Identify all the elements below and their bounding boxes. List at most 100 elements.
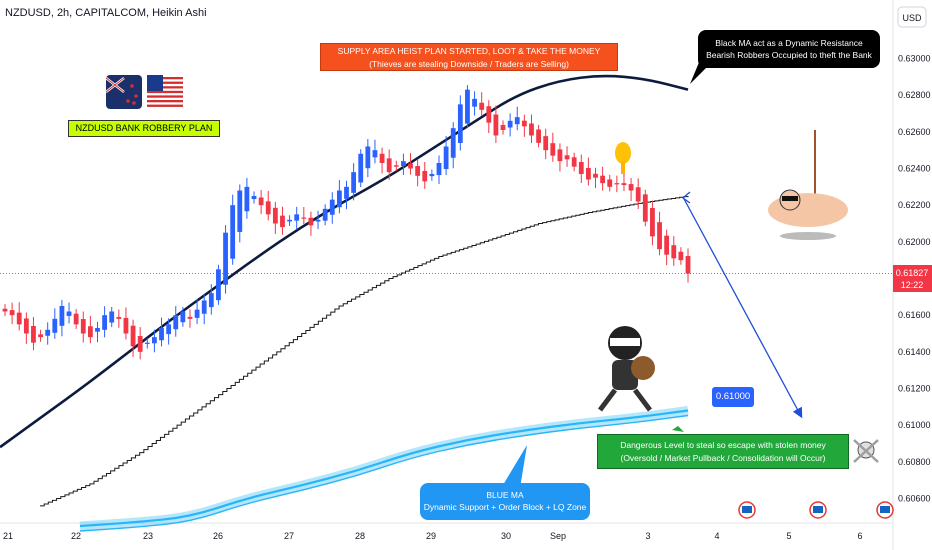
us-flag-stripe xyxy=(147,81,183,84)
candle-body xyxy=(244,186,250,212)
time-tick: 28 xyxy=(355,531,365,541)
pointing-hand-finger xyxy=(621,162,625,174)
candle-body xyxy=(251,196,257,200)
crossbones-icon xyxy=(853,439,879,463)
candle-body xyxy=(351,172,357,193)
price-tick: 0.62400 xyxy=(898,164,931,174)
candle-body xyxy=(344,186,349,199)
stepped-ma-series xyxy=(40,196,689,507)
candle-body xyxy=(386,158,392,173)
candle-body xyxy=(379,153,385,163)
chart-title: NZDUSD, 2h, CAPITALCOM, Heikin Ashi xyxy=(5,7,207,19)
candle-body xyxy=(201,300,207,314)
time-tick: 5 xyxy=(786,531,791,541)
time-tick: 29 xyxy=(426,531,436,541)
candle-body xyxy=(650,208,655,237)
heist-line-1: SUPPLY AREA HEIST PLAN STARTED, LOOT & T… xyxy=(337,46,601,56)
candle-body xyxy=(52,318,58,333)
nz-flag-star xyxy=(134,94,138,98)
candle-body xyxy=(187,316,193,319)
candle-body xyxy=(301,217,307,219)
candle-body xyxy=(571,157,577,167)
candle-body xyxy=(322,208,328,221)
economic-event-flag xyxy=(813,506,823,513)
candle-body xyxy=(521,120,527,127)
candle-body xyxy=(166,324,172,335)
candle-body xyxy=(457,104,463,143)
price-tick: 0.60800 xyxy=(898,457,931,467)
candle-body xyxy=(130,325,136,347)
danger-pointer xyxy=(672,426,684,432)
candles xyxy=(2,85,691,360)
candle-body xyxy=(73,313,79,325)
target-value: 0.61000 xyxy=(715,391,751,402)
candle-body xyxy=(137,336,143,352)
candle-body xyxy=(66,311,72,316)
candle-body xyxy=(436,163,442,176)
candle-body xyxy=(479,102,485,110)
candle-body xyxy=(159,328,164,341)
candle-body xyxy=(536,129,541,143)
time-tick: 26 xyxy=(213,531,223,541)
danger-line-1: Dangerous Level to steal so escape with … xyxy=(620,440,826,450)
candle-body xyxy=(216,269,221,301)
price-tick: 0.61600 xyxy=(898,310,931,320)
candle-body xyxy=(393,165,399,167)
danger-line-2: (Oversold / Market Pullback / Consolidat… xyxy=(620,453,826,463)
price-tick: 0.61200 xyxy=(898,384,931,394)
currency-label: USD xyxy=(902,13,922,23)
price-tick: 0.63000 xyxy=(898,54,931,64)
target-price-label: 0.61000 xyxy=(712,387,754,407)
currency-button[interactable] xyxy=(897,6,927,28)
candle-body xyxy=(180,311,186,323)
candle-body xyxy=(87,326,93,338)
danger-level-box: Dangerous Level to steal so escape with … xyxy=(597,434,849,469)
candle-body xyxy=(628,184,634,191)
candle-body xyxy=(144,342,150,344)
candle-body xyxy=(95,328,100,332)
candle-body xyxy=(308,217,314,226)
candle-body xyxy=(578,161,584,174)
candle-body xyxy=(173,315,179,330)
candle-body xyxy=(493,114,499,136)
candle-body xyxy=(550,143,556,156)
nz-flag-star xyxy=(126,99,130,103)
time-axis[interactable]: 21 22 23 26 27 28 29 30 Sep 3 4 5 6 xyxy=(3,531,863,541)
time-tick: 27 xyxy=(284,531,294,541)
economic-event-flag xyxy=(880,506,890,513)
last-price-value: 0.61827 xyxy=(896,268,929,278)
candle-body xyxy=(237,190,243,232)
price-axis[interactable]: 0.63000 0.62800 0.62600 0.62400 0.62200 0.620… xyxy=(898,54,931,504)
candle-body xyxy=(45,329,51,336)
price-tick: 0.62600 xyxy=(898,127,931,137)
money-bag-icon xyxy=(631,356,655,380)
target-arrow xyxy=(682,196,803,419)
black-ma-line xyxy=(0,74,689,449)
us-flag-stripe xyxy=(147,104,183,107)
candle-body xyxy=(31,325,36,343)
us-flag-stripe xyxy=(147,90,183,94)
candle-body xyxy=(564,155,570,160)
black-ma-note: Black MA act as a Dynamic Resistance Bea… xyxy=(698,30,880,68)
us-flag-canton xyxy=(147,75,163,91)
black-ma-series xyxy=(0,74,689,449)
candle-body xyxy=(336,190,342,208)
us-flag-stripe xyxy=(147,95,183,98)
candle-body xyxy=(621,183,627,185)
blue-ma-note: BLUE MA Dynamic Support + Order Block + … xyxy=(420,483,590,520)
candle-body xyxy=(294,214,300,221)
candle-body xyxy=(38,334,43,338)
candle-body xyxy=(258,197,264,206)
candle-body xyxy=(642,194,648,222)
blue-ma-line-2: Dynamic Support + Order Block + LQ Zone xyxy=(423,502,587,512)
candle-body xyxy=(2,308,8,312)
time-tick: 22 xyxy=(71,531,81,541)
candle-body xyxy=(23,318,29,334)
price-tick: 0.62800 xyxy=(898,90,931,100)
blue-ma-line-lower xyxy=(79,414,689,532)
candle-body xyxy=(657,222,662,250)
candle-body xyxy=(123,317,129,334)
us-flag-stripe xyxy=(147,77,183,80)
time-tick: 3 xyxy=(645,531,650,541)
